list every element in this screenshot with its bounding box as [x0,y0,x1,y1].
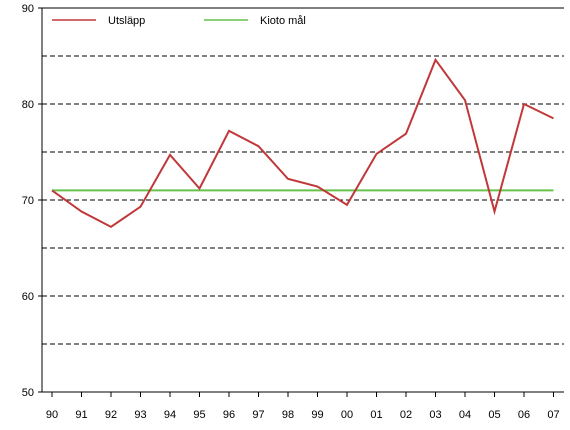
x-tick-label-95: 95 [193,409,205,421]
y-tick-labels: 50 60 70 80 90 [22,3,34,399]
x-tick-label-97: 97 [252,409,264,421]
y-tick-label-90: 90 [22,3,34,15]
y-tick-label-80: 80 [22,99,34,111]
grid-lines [42,55,564,345]
y-tick-label-50: 50 [22,387,34,399]
x-tick-label-91: 91 [75,409,87,421]
x-tick-label-94: 94 [164,409,176,421]
x-tick-label-96: 96 [223,409,235,421]
x-tick-label-93: 93 [134,409,146,421]
x-tick-label-05: 05 [488,409,500,421]
x-tick-label-90: 90 [46,409,58,421]
x-tick-label-04: 04 [459,409,471,421]
x-tick-label-01: 01 [370,409,382,421]
x-tick-label-99: 99 [311,409,323,421]
legend-label-kioto-mål: Kioto mål [260,15,306,27]
x-tick-label-98: 98 [282,409,294,421]
x-tick-label-00: 00 [341,409,353,421]
x-tick-label-03: 03 [429,409,441,421]
legend: Utsläpp Kioto mål [52,15,306,27]
x-tick-label-06: 06 [518,409,530,421]
x-tick-label-92: 92 [105,409,117,421]
y-tick-label-70: 70 [22,195,34,207]
legend-label-utsläpp: Utsläpp [108,15,145,27]
y-tick-label-60: 60 [22,291,34,303]
x-tick-labels: 90 91 92 93 94 95 96 97 98 99 00 01 02 03 04 05 06 07 [46,409,560,421]
series-lines [51,57,554,229]
x-tick-label-02: 02 [400,409,412,421]
axes [38,7,564,397]
series-line-utsläpp [51,57,554,229]
x-tick-label-07: 07 [547,409,559,421]
